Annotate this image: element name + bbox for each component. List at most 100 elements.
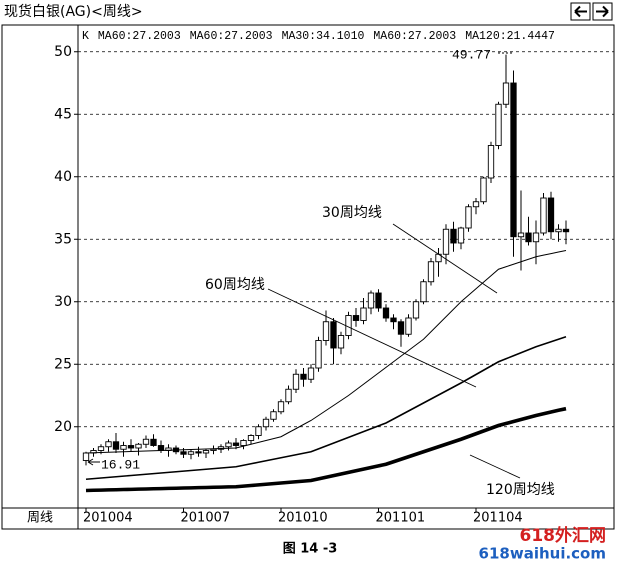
candle-body — [105, 441, 112, 448]
candle-body — [232, 442, 240, 446]
candle-body — [285, 388, 292, 403]
candle-body — [277, 401, 285, 413]
candle-body — [180, 451, 187, 455]
candle-body — [210, 448, 217, 451]
watermark: 618外汇网 — [520, 525, 607, 546]
candle-body — [555, 228, 562, 233]
candle-body — [382, 307, 390, 319]
ma-line — [85, 335, 567, 481]
header-item: MA120:21.4447 — [465, 30, 555, 43]
candle-body — [352, 315, 360, 321]
candle-body — [247, 435, 255, 441]
candle-body — [120, 445, 127, 450]
candle-body — [547, 197, 555, 233]
series-label: 120周均线 — [486, 482, 555, 498]
prev-arrow — [574, 5, 587, 18]
indicator-header: K MA60:27.2003 MA60:27.2003 MA30:34.1010 MA6… — [82, 30, 555, 43]
y-tick-label: 50 — [54, 44, 72, 60]
y-tick-label: 25 — [54, 356, 72, 372]
candle-body — [315, 340, 322, 369]
series-label: 60周均线 — [205, 277, 265, 293]
series-label: 30周均线 — [322, 205, 382, 221]
watermark: 618waihui.com — [479, 545, 606, 563]
y-tick-label: 35 — [54, 231, 72, 247]
candle-body — [510, 82, 517, 238]
window-title: 现货白银(AG)<周线> — [4, 3, 143, 20]
candle-body — [442, 228, 450, 255]
low-pointer — [87, 458, 100, 466]
candle-body — [270, 411, 277, 420]
caption: 图 14 -3 — [283, 542, 338, 557]
candle-body — [225, 442, 232, 448]
candle-body — [112, 441, 120, 450]
candle-body — [405, 317, 412, 335]
candle-body — [307, 367, 315, 380]
y-tick-label: 40 — [54, 169, 72, 185]
y-tick-label: 30 — [54, 294, 72, 310]
next-arrow — [596, 5, 609, 18]
candle-body — [397, 321, 405, 335]
candle-body — [532, 232, 540, 243]
candle-body — [97, 446, 105, 451]
candle-body — [150, 438, 157, 446]
candle-body — [487, 145, 495, 179]
candle-body — [142, 438, 150, 445]
ma-line — [85, 249, 567, 454]
candle-body — [420, 281, 427, 303]
candle-body — [337, 335, 345, 349]
candle-body — [562, 228, 570, 233]
candle-body — [457, 227, 465, 244]
x-axis-label: 周线 — [27, 511, 53, 526]
y-tick-label: 45 — [54, 106, 72, 122]
candle-body — [540, 197, 547, 234]
header-item: MA60:27.2003 — [98, 30, 181, 43]
candle-body — [480, 177, 487, 203]
x-tick-label: 201004 — [83, 511, 133, 526]
candle-body — [427, 261, 435, 283]
candle-body — [517, 232, 525, 238]
x-tick-label: 201101 — [376, 511, 426, 526]
candle-body — [502, 82, 510, 105]
header-item: MA60:27.2003 — [190, 30, 273, 43]
candle-body — [375, 292, 382, 309]
x-tick-label: 201010 — [278, 511, 328, 526]
callout-line — [469, 454, 521, 479]
candle-body — [360, 307, 367, 321]
header-item: MA30:34.1010 — [282, 30, 365, 43]
candle-body — [412, 301, 420, 319]
y-tick-label: 20 — [54, 419, 72, 435]
callout-line — [267, 288, 477, 388]
peak-label: 49.77 — [452, 47, 491, 62]
candle-body — [127, 445, 135, 449]
header-item: MA60:27.2003 — [373, 30, 456, 43]
candle-body — [255, 426, 262, 436]
callout-line — [392, 223, 498, 294]
candle-body — [135, 443, 142, 449]
candle-body — [157, 445, 165, 451]
candle-body — [82, 452, 90, 461]
candle-body — [292, 373, 300, 390]
candle-body — [390, 317, 397, 323]
candle-body — [330, 321, 337, 349]
candle-body — [195, 451, 202, 454]
candle-body — [472, 201, 480, 208]
ma-line — [85, 406, 567, 493]
candle-body — [322, 321, 330, 341]
low-label: 16.91 — [101, 457, 140, 472]
candle-body — [367, 292, 375, 309]
candle-body — [202, 450, 210, 454]
candle-body — [262, 418, 270, 428]
header-item: K — [82, 30, 89, 43]
candle-body — [495, 103, 502, 146]
candle-body — [345, 315, 352, 336]
candle-body — [240, 440, 247, 446]
candle-body — [525, 232, 532, 243]
candle-body — [465, 206, 472, 229]
x-tick-label: 201104 — [473, 511, 523, 526]
candle-body — [300, 373, 307, 380]
outer-frame — [1, 24, 615, 530]
candle-body — [450, 228, 457, 244]
candle-body — [187, 451, 195, 455]
